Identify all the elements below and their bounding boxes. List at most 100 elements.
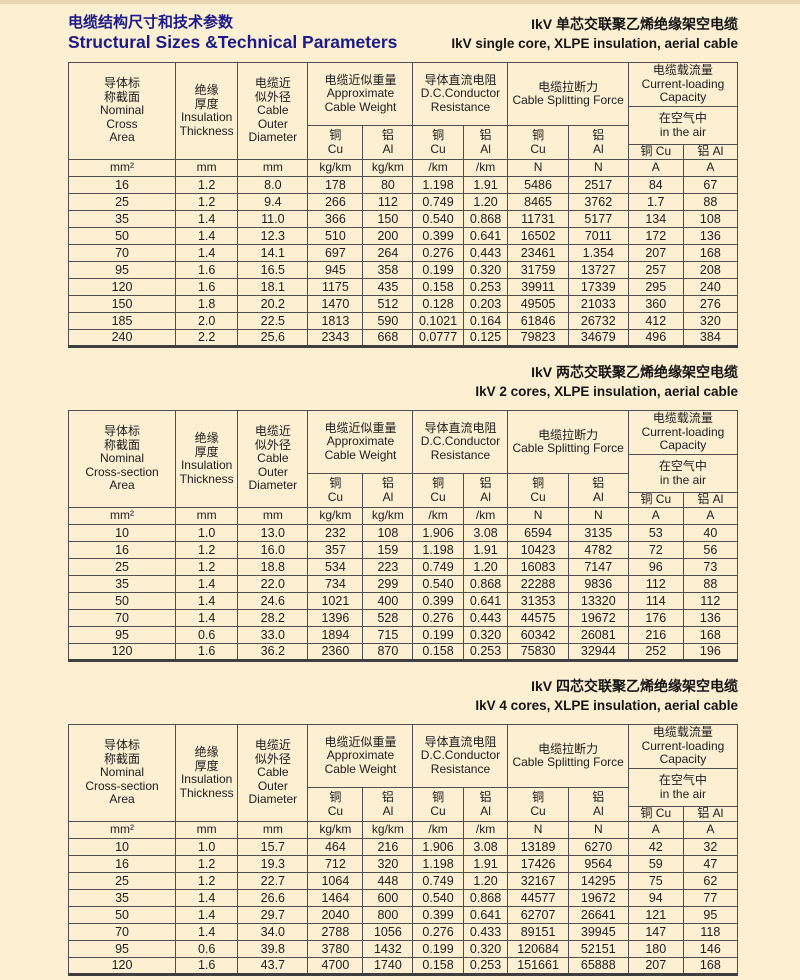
table-cell: 34.0 [237,923,309,941]
table-cell: 2.2 [175,329,239,347]
table-cell: 16 [67,541,177,559]
header-resistance-al: 铝 Al [462,787,509,822]
header-force-cu: 铜 Cu [507,473,569,508]
table-cell: 1894 [307,626,364,644]
table-cell: 95 [67,940,177,958]
table-cell: 95 [67,261,177,279]
table-cell: 734 [307,575,364,593]
table-cell: 12.3 [237,227,309,245]
table-cell: 39.8 [237,940,309,958]
unit-cell: A [682,821,739,839]
table-cell: 360 [627,295,684,313]
table-cell: 1470 [307,295,364,313]
header-resistance-cu: 铜 Cu [412,787,464,822]
table-cell: 14.1 [237,244,309,262]
header-cable-weight: 电缆近似重量 Approximate Cable Weight [307,410,414,474]
table-cell: 534 [307,558,364,576]
table-cell: 72 [627,541,684,559]
header-dc-resistance: 导体直流电阻 D.C.Conductor Resistance [412,410,509,474]
table-cell: 320 [362,855,414,873]
table-row: 120 1.6 36.2 2360 870 0.158 0.253 75830 32944 252… [67,643,739,661]
header-capacity-cu: 铜 Cu [627,806,684,822]
table-cell: 0.276 [412,609,464,627]
table-cell: 19672 [567,889,629,907]
table-cell: 16.5 [237,261,309,279]
table-cell: 6270 [567,838,629,856]
header-in-the-air: 在空气中 in the air [627,106,739,145]
table-cell: 8465 [507,193,569,211]
table-row: 50 1.4 24.6 1021 400 0.399 0.641 31353 13320 114 1… [67,592,739,610]
table-cell: 39945 [567,923,629,941]
table3-caption-en: IkV 4 cores, XLPE insulation, aerial cab… [475,698,738,713]
table-cell: 0.6 [175,940,239,958]
table-cell: 15.7 [237,838,309,856]
table-cell: 1.0 [175,838,239,856]
table-cell: 216 [627,626,684,644]
header-splitting-force: 电缆拉断力 Cable Splitting Force [507,724,629,788]
table-four-cores: 导体标 称截面 Nominal Cross-section Area 绝缘 厚度… [67,724,739,976]
header-force-al: 铝 Al [567,473,629,508]
table-cell: 77 [682,889,739,907]
table-row: 16 1.2 19.3 712 320 1.198 1.91 17426 9564 59 47 [67,855,739,873]
table-cell: 320 [682,312,739,330]
table-cell: 448 [362,872,414,890]
table-cell: 1.2 [175,558,239,576]
table-cell: 9564 [567,855,629,873]
table-cell: 1.20 [462,872,509,890]
page-title: 电缆结构尺寸和技术参数 Structural Sizes &Technical … [68,14,397,53]
page-title-zh: 电缆结构尺寸和技术参数 [68,14,234,31]
table-cell: 0.253 [462,643,509,661]
table-cell: 61846 [507,312,569,330]
table-cell: 94 [627,889,684,907]
table-cell: 0.540 [412,210,464,228]
table-body: 10 1.0 13.0 232 108 1.906 3.08 6594 3135 53 40 16 1.… [67,524,739,661]
table-cell: 0.253 [462,957,509,975]
unit-cell: A [627,821,684,839]
unit-cell: kg/km [307,821,364,839]
table-cell: 118 [682,923,739,941]
table-cell: 114 [627,592,684,610]
table-cell: 5486 [507,176,569,194]
header-weight-cu: 铜 Cu [307,787,364,822]
table-row: 50 1.4 29.7 2040 800 0.399 0.641 62707 26641 121 9… [67,906,739,924]
table-cell: 945 [307,261,364,279]
table-cell: 52151 [567,940,629,958]
table-header: 导体标 称截面 Nominal Cross-section Area 绝缘 厚度… [67,724,739,839]
page-content: 电缆结构尺寸和技术参数 Structural Sizes &Technical … [0,4,800,976]
table-cell: 16 [67,176,177,194]
table-cell: 3.08 [462,524,509,542]
table1-caption-zh: IkV 单芯交联聚乙烯绝缘架空电缆 [531,16,738,32]
header-outer-diameter: 电缆近 似外径 Cable Outer Diameter [237,62,309,160]
table-row: 25 1.2 22.7 1064 448 0.749 1.20 32167 14295 75 62 [67,872,739,890]
table-cell: 29.7 [237,906,309,924]
table-cell: 0.641 [462,906,509,924]
table-cell: 276 [682,295,739,313]
table-cell: 435 [362,278,414,296]
table-cell: 180 [627,940,684,958]
table-cell: 0.399 [412,592,464,610]
table-cell: 252 [627,643,684,661]
table-cell: 16083 [507,558,569,576]
unit-cell: N [567,821,629,839]
header-capacity-cu: 铜 Cu [627,144,684,160]
table-cell: 26.6 [237,889,309,907]
table-cell: 112 [362,193,414,211]
table-cell: 1.91 [462,855,509,873]
table-cell: 1740 [362,957,414,975]
table-cell: 299 [362,575,414,593]
table-cell: 136 [682,609,739,627]
table3-caption: IkV 四芯交联聚乙烯绝缘架空电缆 IkV 4 cores, XLPE insu… [68,677,738,715]
table-cell: 26641 [567,906,629,924]
table-cell: 1021 [307,592,364,610]
table1-caption: IkV 单芯交联聚乙烯绝缘架空电缆 IkV single core, XLPE … [451,15,738,53]
table-row: 70 1.4 28.2 1396 528 0.276 0.443 44575 19672 176 1… [67,609,739,627]
table-row: 120 1.6 43.7 4700 1740 0.158 0.253 151661 65888 2… [67,957,739,975]
table-cell: 36.2 [237,643,309,661]
table-cell: 147 [627,923,684,941]
table-cell: 43.7 [237,957,309,975]
table-cell: 1.4 [175,609,239,627]
table-row: 150 1.8 20.2 1470 512 0.128 0.203 49505 21033 360… [67,295,739,313]
table-cell: 1064 [307,872,364,890]
table-cell: 25 [67,193,177,211]
table-cell: 13320 [567,592,629,610]
